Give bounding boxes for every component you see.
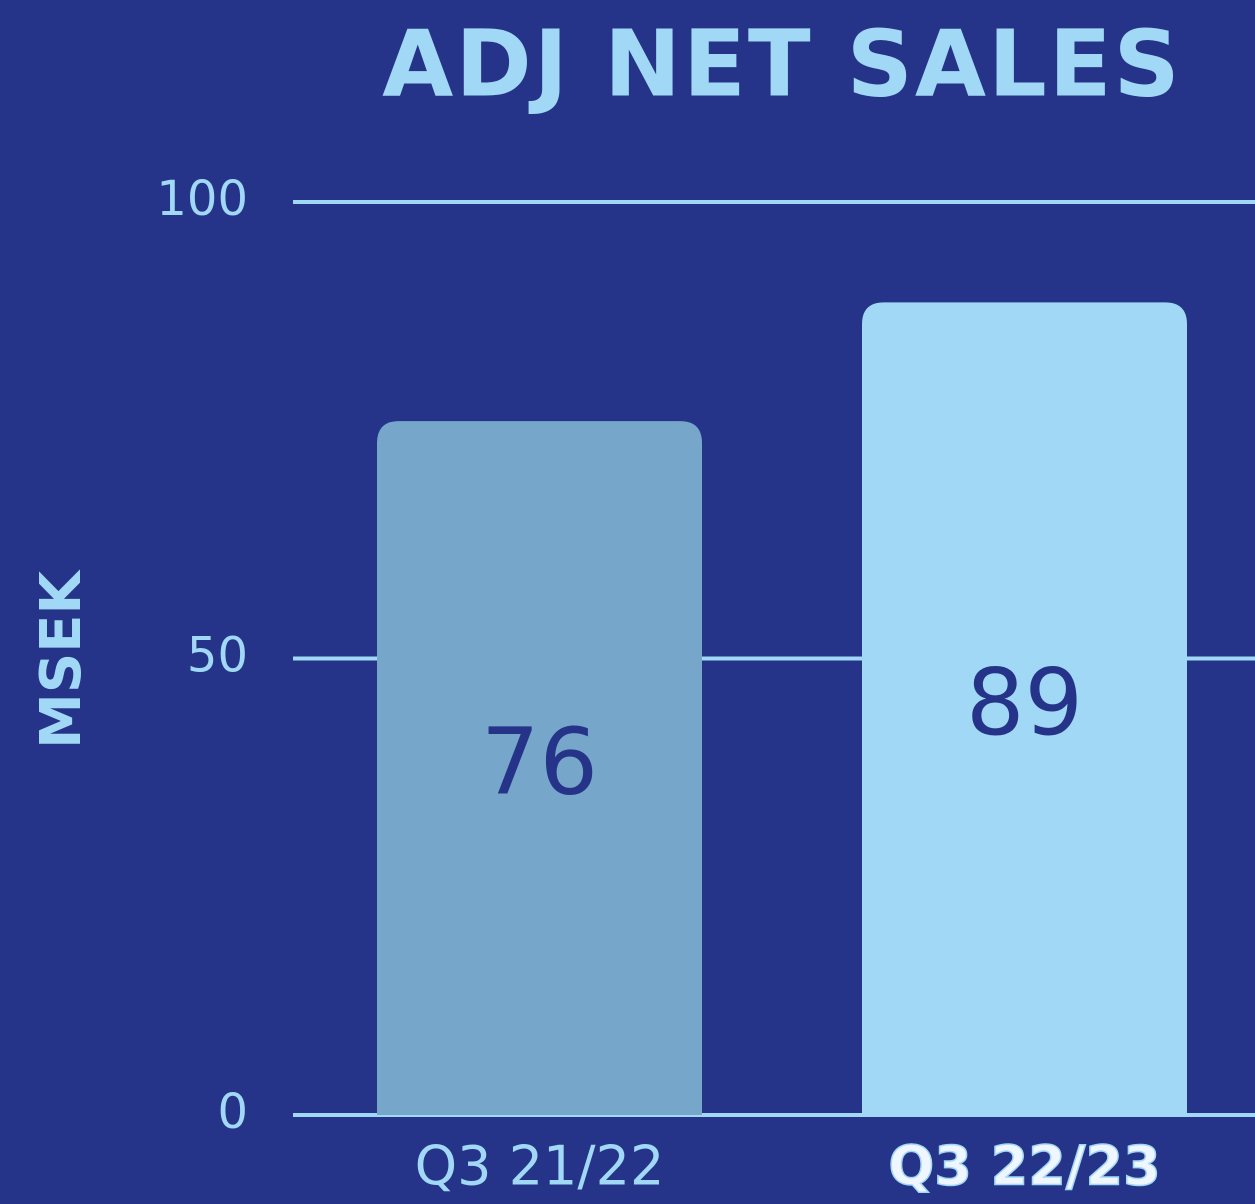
value-label: 89 bbox=[966, 649, 1083, 756]
chart-title: ADJ NET SALES bbox=[382, 10, 1182, 117]
x-tick-label: Q3 21/22 bbox=[415, 1135, 665, 1198]
x-tick-label: Q3 22/23 bbox=[888, 1135, 1160, 1198]
value-label: 76 bbox=[481, 708, 598, 815]
bar bbox=[377, 421, 702, 1115]
bar bbox=[862, 302, 1187, 1115]
y-tick-label: 50 bbox=[187, 628, 248, 684]
y-tick-label: 0 bbox=[217, 1084, 248, 1140]
y-tick-label: 100 bbox=[156, 171, 248, 227]
y-axis-label: MSEK bbox=[29, 569, 94, 749]
